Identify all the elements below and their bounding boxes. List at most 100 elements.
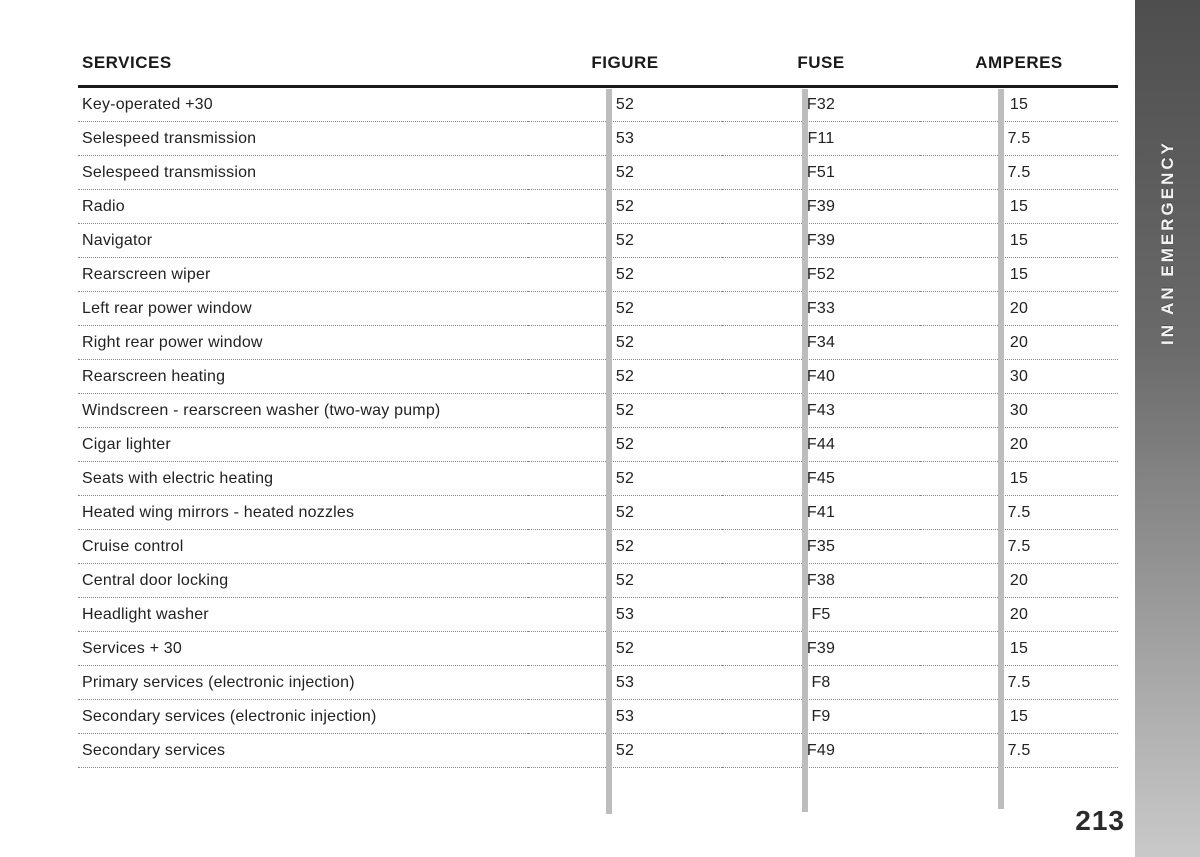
cell-figure: 52 — [528, 428, 722, 462]
cell-figure: 52 — [528, 258, 722, 292]
table-row: Left rear power window52F3320 — [78, 292, 1118, 326]
column-divider — [606, 89, 612, 814]
cell-amperes: 15 — [920, 258, 1118, 292]
cell-fuse: F33 — [722, 292, 920, 326]
cell-amperes: 30 — [920, 394, 1118, 428]
cell-figure: 53 — [528, 122, 722, 156]
cell-fuse: F40 — [722, 360, 920, 394]
cell-service: Selespeed transmission — [78, 156, 528, 190]
chapter-side-tab: IN AN EMERGENCY — [1135, 0, 1200, 857]
cell-figure: 52 — [528, 394, 722, 428]
cell-fuse: F39 — [722, 190, 920, 224]
table-row: Secondary services (electronic injection… — [78, 700, 1118, 734]
table-row: Radio52F3915 — [78, 190, 1118, 224]
cell-figure: 52 — [528, 632, 722, 666]
cell-service: Central door locking — [78, 564, 528, 598]
cell-amperes: 20 — [920, 326, 1118, 360]
cell-figure: 52 — [528, 224, 722, 258]
cell-figure: 52 — [528, 360, 722, 394]
cell-service: Radio — [78, 190, 528, 224]
cell-service: Headlight washer — [78, 598, 528, 632]
table-row: Rearscreen wiper52F5215 — [78, 258, 1118, 292]
cell-fuse: F39 — [722, 224, 920, 258]
table-header-row: SERVICES FIGURE FUSE AMPERES — [78, 45, 1118, 87]
cell-figure: 52 — [528, 87, 722, 122]
cell-amperes: 7.5 — [920, 666, 1118, 700]
table-row: Key-operated +3052F3215 — [78, 87, 1118, 122]
cell-fuse: F35 — [722, 530, 920, 564]
table-row: Windscreen - rearscreen washer (two-way … — [78, 394, 1118, 428]
table-row: Headlight washer53F520 — [78, 598, 1118, 632]
page: IN AN EMERGENCY 213 SERVICES FIGURE FUSE… — [0, 0, 1200, 857]
cell-amperes: 7.5 — [920, 122, 1118, 156]
table-row: Seats with electric heating52F4515 — [78, 462, 1118, 496]
cell-service: Navigator — [78, 224, 528, 258]
cell-figure: 52 — [528, 496, 722, 530]
cell-service: Selespeed transmission — [78, 122, 528, 156]
cell-fuse: F45 — [722, 462, 920, 496]
fuse-table: SERVICES FIGURE FUSE AMPERES Key-operate… — [78, 45, 1118, 768]
cell-figure: 52 — [528, 564, 722, 598]
col-header-fuse: FUSE — [722, 45, 920, 87]
cell-amperes: 20 — [920, 564, 1118, 598]
page-number: 213 — [1075, 805, 1125, 837]
col-header-amperes: AMPERES — [920, 45, 1118, 87]
cell-service: Right rear power window — [78, 326, 528, 360]
cell-figure: 52 — [528, 462, 722, 496]
fuse-table-wrap: SERVICES FIGURE FUSE AMPERES Key-operate… — [78, 45, 1118, 768]
cell-service: Seats with electric heating — [78, 462, 528, 496]
cell-fuse: F38 — [722, 564, 920, 598]
cell-fuse: F49 — [722, 734, 920, 768]
cell-service: Cigar lighter — [78, 428, 528, 462]
column-divider — [802, 89, 808, 812]
cell-fuse: F9 — [722, 700, 920, 734]
table-row: Right rear power window52F3420 — [78, 326, 1118, 360]
cell-fuse: F39 — [722, 632, 920, 666]
cell-service: Primary services (electronic injection) — [78, 666, 528, 700]
cell-amperes: 30 — [920, 360, 1118, 394]
cell-amperes: 20 — [920, 428, 1118, 462]
cell-fuse: F41 — [722, 496, 920, 530]
col-header-figure: FIGURE — [528, 45, 722, 87]
cell-fuse: F11 — [722, 122, 920, 156]
cell-amperes: 15 — [920, 190, 1118, 224]
cell-fuse: F34 — [722, 326, 920, 360]
cell-fuse: F52 — [722, 258, 920, 292]
cell-service: Heated wing mirrors - heated nozzles — [78, 496, 528, 530]
table-row: Primary services (electronic injection)5… — [78, 666, 1118, 700]
cell-fuse: F43 — [722, 394, 920, 428]
table-row: Navigator52F3915 — [78, 224, 1118, 258]
cell-amperes: 15 — [920, 462, 1118, 496]
col-header-services: SERVICES — [78, 45, 528, 87]
cell-amperes: 15 — [920, 224, 1118, 258]
cell-figure: 52 — [528, 190, 722, 224]
cell-service: Windscreen - rearscreen washer (two-way … — [78, 394, 528, 428]
cell-figure: 53 — [528, 598, 722, 632]
cell-amperes: 7.5 — [920, 734, 1118, 768]
cell-amperes: 20 — [920, 598, 1118, 632]
cell-fuse: F44 — [722, 428, 920, 462]
cell-fuse: F8 — [722, 666, 920, 700]
column-divider — [998, 89, 1004, 809]
cell-amperes: 7.5 — [920, 496, 1118, 530]
table-row: Selespeed transmission52F517.5 — [78, 156, 1118, 190]
table-row: Selespeed transmission53F117.5 — [78, 122, 1118, 156]
cell-fuse: F51 — [722, 156, 920, 190]
cell-amperes: 7.5 — [920, 530, 1118, 564]
cell-fuse: F32 — [722, 87, 920, 122]
cell-amperes: 20 — [920, 292, 1118, 326]
cell-figure: 52 — [528, 530, 722, 564]
cell-service: Cruise control — [78, 530, 528, 564]
cell-figure: 53 — [528, 700, 722, 734]
table-row: Cruise control52F357.5 — [78, 530, 1118, 564]
cell-amperes: 15 — [920, 87, 1118, 122]
table-row: Rearscreen heating52F4030 — [78, 360, 1118, 394]
cell-figure: 52 — [528, 326, 722, 360]
table-row: Heated wing mirrors - heated nozzles52F4… — [78, 496, 1118, 530]
table-row: Services + 3052F3915 — [78, 632, 1118, 666]
cell-service: Secondary services (electronic injection… — [78, 700, 528, 734]
table-row: Cigar lighter52F4420 — [78, 428, 1118, 462]
cell-service: Secondary services — [78, 734, 528, 768]
cell-service: Rearscreen wiper — [78, 258, 528, 292]
cell-figure: 52 — [528, 734, 722, 768]
